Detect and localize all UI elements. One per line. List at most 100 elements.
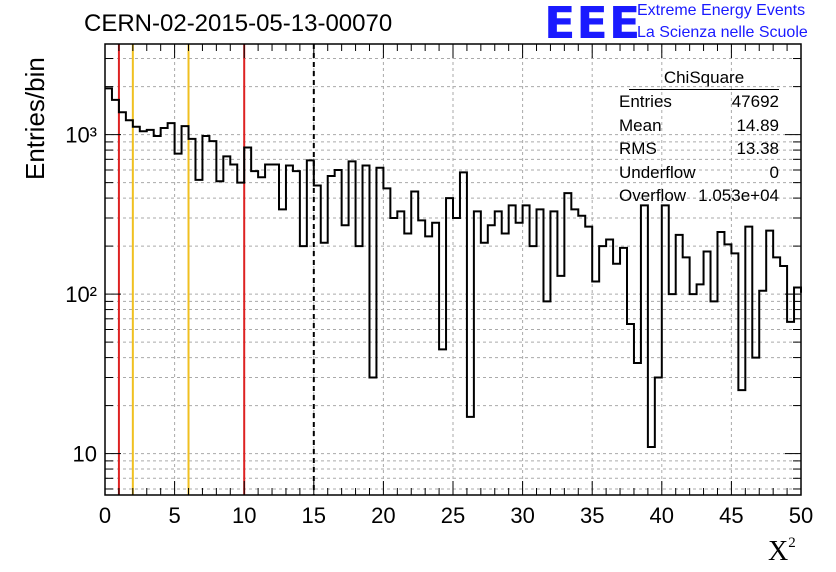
histogram-bin	[272, 164, 279, 495]
histogram-bin	[390, 218, 397, 495]
histogram-bin	[683, 257, 690, 495]
histogram-bin	[230, 164, 237, 495]
histogram-bin	[655, 377, 662, 495]
x-tick-label: 0	[99, 503, 111, 528]
histogram-bin	[543, 301, 550, 495]
histogram-bin	[105, 88, 112, 495]
histogram-bin	[509, 205, 516, 495]
stats-row-underflow: Underflow 0	[609, 161, 779, 185]
histogram-bin	[112, 100, 119, 495]
histogram-bin	[690, 294, 697, 495]
histogram-line	[105, 87, 802, 448]
histogram-bin	[627, 324, 634, 495]
histogram-bin	[599, 246, 606, 495]
histogram-bin	[244, 148, 251, 495]
x-tick-label: 20	[371, 503, 395, 528]
histogram-bin	[335, 170, 342, 495]
histogram-bin	[585, 227, 592, 495]
histogram-bin	[376, 168, 383, 495]
stats-row-mean: Mean 14.89	[609, 114, 779, 138]
histogram-bin	[140, 131, 147, 495]
histogram-bin	[481, 243, 488, 495]
histogram-bin	[662, 205, 669, 495]
histogram-bin	[432, 223, 439, 495]
histogram-bin	[780, 266, 787, 495]
histogram-bin	[154, 136, 161, 495]
histogram-bin	[766, 231, 773, 495]
histogram-bin	[446, 198, 453, 495]
x-axis-label-base: X	[768, 536, 789, 567]
histogram-bin	[216, 181, 223, 495]
histogram-bin	[307, 160, 314, 495]
x-axis-ticks: 0 5 10 15 20 25 30 35 40 45 50	[99, 44, 813, 528]
histogram-bin	[711, 301, 718, 495]
histogram-bin	[279, 209, 286, 495]
histogram-bin	[383, 188, 390, 495]
histogram-bin	[537, 209, 544, 495]
histogram-bin	[724, 244, 731, 495]
histogram-bin	[704, 251, 711, 495]
x-tick-label: 25	[441, 503, 465, 528]
y-axis-ticks: 10 10² 10³	[65, 58, 801, 490]
histogram-bin	[237, 183, 244, 495]
histogram-bin	[773, 257, 780, 495]
histogram-bin	[557, 276, 564, 495]
histogram-bin	[189, 139, 196, 495]
histogram-bin	[286, 166, 293, 495]
stats-label: Overflow	[619, 186, 687, 205]
reference-lines	[117, 44, 315, 495]
histogram-bin	[488, 225, 495, 495]
histogram-bin	[251, 171, 258, 495]
chart-title: CERN-02-2015-05-13-00070	[84, 10, 393, 37]
histogram-bin	[592, 281, 599, 495]
y-tick-label: 10²	[65, 282, 97, 307]
histogram-bin	[571, 209, 578, 495]
histogram-bin	[202, 136, 209, 495]
stats-value: 1.053e+04	[698, 186, 779, 205]
histogram-bin	[530, 246, 537, 495]
stats-value: 14.89	[736, 115, 779, 135]
histogram-bin	[349, 161, 356, 495]
histogram-bin	[195, 180, 202, 495]
histogram-bin	[564, 193, 571, 495]
histogram-bin	[745, 227, 752, 495]
histogram-bin	[502, 233, 509, 495]
histogram-bin	[342, 225, 349, 495]
histogram-bin	[550, 211, 557, 495]
histogram-bin	[397, 211, 404, 495]
histogram-bin	[133, 127, 140, 495]
x-tick-label: 5	[168, 503, 180, 528]
histogram-bin	[752, 358, 759, 495]
histogram-bin	[613, 264, 620, 495]
y-tick-label: 10³	[65, 123, 97, 148]
logo-line-1: Extreme Energy Events	[637, 2, 806, 19]
histogram-bin	[126, 120, 133, 495]
histogram-bin	[641, 205, 648, 495]
histogram-bin	[467, 417, 474, 495]
histogram-bin	[321, 243, 328, 495]
stats-value: 0	[769, 162, 779, 182]
histogram-bin	[717, 232, 724, 495]
histogram-series	[105, 87, 802, 495]
histogram-bin	[369, 377, 376, 495]
histogram-bin	[182, 126, 189, 495]
x-axis-label-superscript: 2	[788, 534, 796, 551]
histogram-bin	[425, 236, 432, 495]
histogram-bin	[738, 390, 745, 495]
stats-label: Entries	[619, 92, 672, 111]
histogram-bin	[418, 220, 425, 495]
eee-logo: EEE	[544, 0, 642, 49]
histogram-bin	[669, 294, 676, 495]
x-tick-label: 15	[302, 503, 326, 528]
stats-row-overflow: Overflow 1.053e+04	[609, 184, 779, 208]
histogram-bin	[293, 171, 300, 495]
x-tick-label: 50	[789, 503, 813, 528]
histogram-bin	[697, 284, 704, 495]
histogram-bin	[439, 349, 446, 495]
x-tick-label: 40	[650, 503, 674, 528]
histogram-bin	[676, 235, 683, 495]
histogram-bin	[404, 233, 411, 495]
y-tick-label: 10	[73, 442, 97, 467]
histogram-bin	[119, 112, 126, 495]
